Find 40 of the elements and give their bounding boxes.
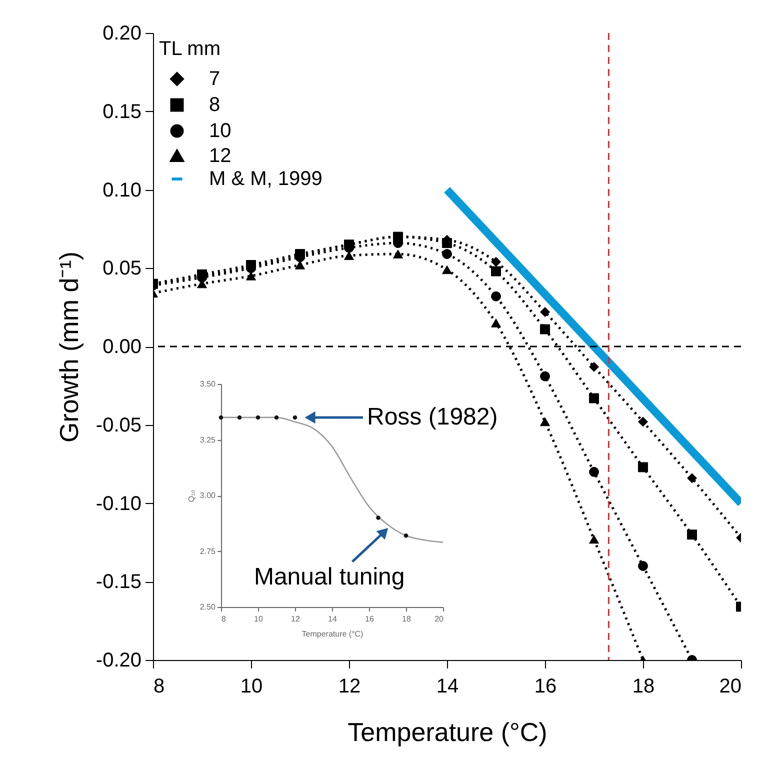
legend-label: 7 [209, 68, 220, 90]
y-tick-label: 2.50 [200, 602, 216, 612]
legend-label: M & M, 1999 [209, 168, 322, 190]
y-tick-label: 2.75 [200, 546, 216, 556]
x-tick-label: 20 [719, 676, 742, 698]
x-tick-label: 18 [402, 614, 412, 624]
x-tick-label: 8 [222, 614, 226, 624]
y-tick-label: 3.00 [200, 491, 216, 500]
y-tick-label: -0.10 [96, 492, 142, 515]
x-tick-label: 16 [534, 676, 557, 698]
annotation: Ross (1982) [367, 403, 498, 430]
legend-label: 10 [209, 120, 232, 142]
y-axis-title: Growth (mm d⁻¹) [54, 252, 84, 442]
x-tick-label: 20 [434, 614, 444, 624]
x-tick-label: 12 [338, 676, 361, 698]
y-tick-label: -0.05 [96, 414, 142, 436]
y-axis-title: Q₁₀ [186, 490, 196, 502]
x-tick-label: 14 [436, 676, 459, 698]
legend-label: 12 [209, 145, 232, 167]
legend-title: TL mm [159, 38, 220, 60]
x-axis-title: Temperature (°C) [348, 716, 548, 747]
x-axis-title: Temperature (°C) [302, 630, 364, 639]
y-tick-label: -0.15 [96, 571, 142, 594]
y-tick-label: 0.00 [102, 336, 142, 358]
x-tick-label: 12 [291, 614, 300, 624]
y-tick-label: 3.50 [200, 380, 216, 388]
x-tick-label: 14 [328, 614, 338, 624]
y-tick-label: 0.20 [102, 22, 142, 44]
legend-label: 8 [209, 94, 220, 116]
x-tick-label: 10 [240, 676, 263, 698]
y-tick-label: 3.25 [200, 435, 216, 444]
annotation: Manual tuning [254, 564, 405, 591]
y-tick-label: -0.20 [96, 650, 142, 672]
x-tick-label: 8 [154, 676, 165, 698]
x-tick-label: 10 [254, 614, 264, 624]
y-tick-label: 0.15 [102, 100, 142, 123]
x-tick-label: 18 [632, 676, 655, 698]
y-tick-label: 0.05 [102, 258, 142, 280]
x-tick-label: 16 [365, 614, 374, 624]
y-tick-label: 0.10 [102, 179, 142, 202]
